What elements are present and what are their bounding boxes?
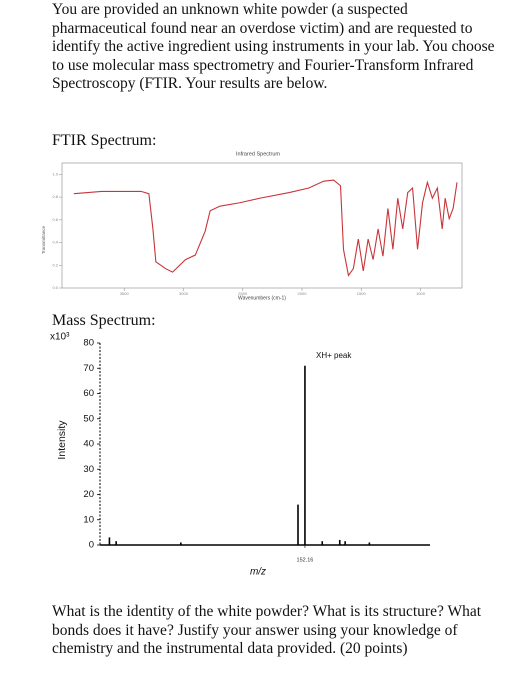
x-tick-label: 3000	[179, 291, 189, 296]
y-tick-label: 0.4	[52, 240, 58, 245]
y-tick-label: 10	[83, 514, 94, 525]
x-tick-label: 152.16	[297, 557, 314, 563]
mass-heading: Mass Spectrum:	[52, 312, 156, 329]
y-tick-label: 80	[83, 338, 94, 349]
annotation: XH+ peak	[316, 351, 352, 360]
y-axis-label: Intensity	[56, 420, 68, 460]
x-axis-label: m/z	[250, 567, 266, 578]
y-axis-label: Transmittance	[41, 225, 46, 254]
y-tick-label: 0.8	[52, 194, 58, 199]
y-tick-label: 0	[89, 540, 94, 551]
y-tick-label: 30	[83, 464, 94, 475]
y-tick-label: 0.6	[52, 217, 58, 222]
chart-title: Infrared Spectrum	[236, 151, 280, 157]
y-tick-label: 20	[83, 489, 94, 500]
x-tick-label: 2500	[238, 291, 248, 296]
y-tick-label: 50	[83, 413, 94, 424]
y-tick-label: 70	[83, 363, 94, 374]
x-tick-label: 1500	[357, 291, 367, 296]
y-multiplier: x10³	[50, 332, 70, 343]
x-tick-label: 2000	[298, 291, 308, 296]
ftir-heading: FTIR Spectrum:	[52, 132, 157, 149]
x-axis-label: Wavenumbers (cm-1)	[238, 295, 286, 301]
y-tick-label: 0.2	[52, 262, 58, 267]
x-tick-label: 3500	[120, 291, 130, 296]
question-text: What is the identity of the white powder…	[52, 603, 482, 657]
x-tick-label: 1000	[416, 291, 426, 296]
spectrum-line	[73, 179, 458, 277]
y-tick-label: 40	[83, 439, 94, 450]
intro-text: You are provided an unknown white powder…	[52, 1, 495, 92]
y-tick-label: 0.0	[52, 285, 58, 290]
y-tick-label: 60	[83, 388, 94, 399]
y-tick-label: 1.0	[52, 171, 58, 176]
plot-frame	[61, 162, 463, 289]
